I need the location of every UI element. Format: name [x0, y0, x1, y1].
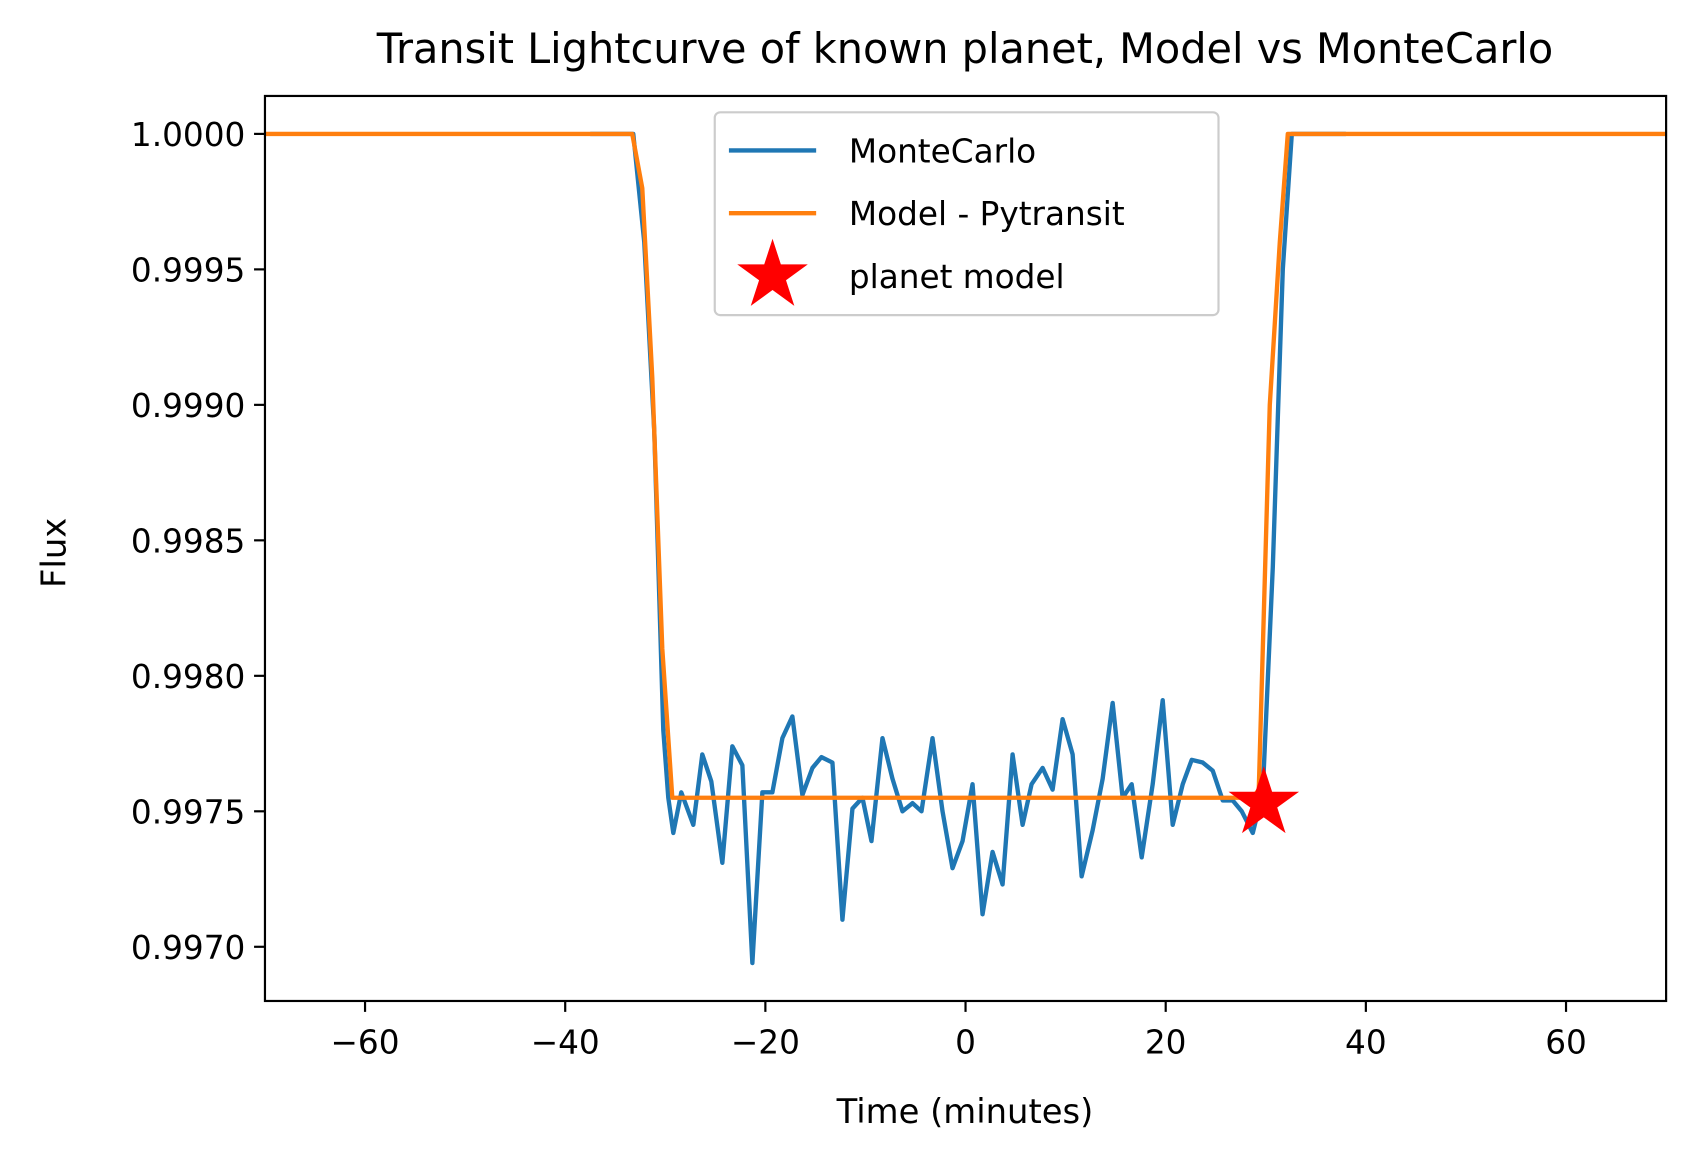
y-tick-label: 0.9985: [131, 522, 245, 560]
y-tick-label: 0.9970: [131, 929, 245, 967]
star-marker: [1228, 766, 1300, 834]
legend-label: MonteCarlo: [849, 132, 1036, 170]
y-tick-label: 0.9990: [131, 387, 245, 425]
data-line: [590, 131, 1346, 966]
legend-label: planet model: [849, 258, 1065, 296]
legend-frame: [713, 111, 1220, 317]
x-tick-label: 20: [1145, 1023, 1187, 1061]
y-tick-label: 0.9980: [131, 658, 245, 696]
x-tick-label: 60: [1545, 1023, 1587, 1061]
chart-title: Transit Lightcurve of known planet, Mode…: [376, 25, 1553, 73]
x-tick-label: 40: [1345, 1023, 1387, 1061]
plot-area: [264, 131, 1667, 966]
y-tick-label: 0.9975: [131, 793, 245, 831]
legend-marker: [737, 238, 808, 306]
x-axis-label: Time (minutes): [836, 1092, 1094, 1131]
x-tick-label: −40: [531, 1023, 600, 1061]
axes-frame: [263, 94, 1668, 1003]
x-tick-label: −60: [331, 1023, 400, 1061]
y-axis-label: Flux: [34, 518, 73, 588]
x-tick-label: −20: [731, 1023, 800, 1061]
legend-label: Model - Pytransit: [849, 195, 1125, 233]
x-tick-label: 0: [955, 1023, 976, 1061]
legend: MonteCarlo Model - Pytransit planet model: [713, 111, 1220, 317]
y-tick-label: 1.0000: [131, 116, 245, 154]
data-line: [264, 131, 1667, 800]
y-tick-label: 0.9995: [131, 251, 245, 289]
